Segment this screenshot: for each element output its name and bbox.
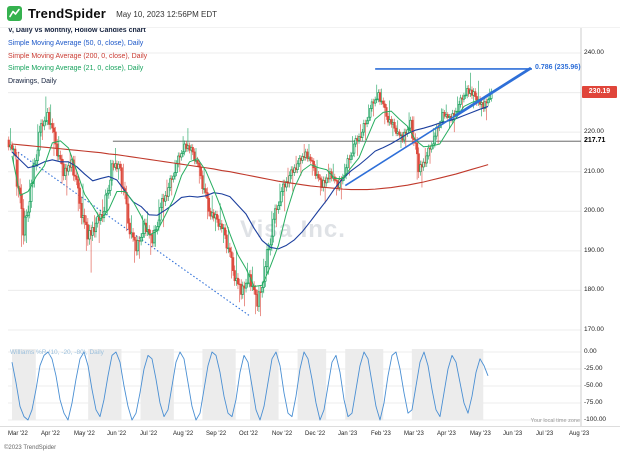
x-tick-label: Jan '23 xyxy=(338,431,358,437)
x-tick-label: May '23 xyxy=(470,431,491,437)
price-tick-label: 170.00 xyxy=(584,326,604,333)
price-tick-label: 240.00 xyxy=(584,49,604,56)
williams-tick-label: -100.00 xyxy=(584,416,607,423)
x-tick-label: Jun '23 xyxy=(503,431,523,437)
x-tick-label: Nov '22 xyxy=(272,431,293,437)
price-tick-label: 200.00 xyxy=(584,207,604,215)
last-price-badge: 230.19 xyxy=(582,85,617,98)
trendspider-logo-icon[interactable] xyxy=(7,6,22,21)
x-tick-label: Aug '22 xyxy=(173,431,194,437)
x-tick-label: Mar '23 xyxy=(404,431,424,437)
chart-timestamp: May 10, 2023 12:56PM EDT xyxy=(116,10,218,19)
chart-title[interactable]: V, Daily vs Monthly, Hollow Candles char… xyxy=(8,27,146,34)
williams-tick-label: -50.00 xyxy=(584,382,603,389)
x-tick-label: Feb '23 xyxy=(371,431,391,437)
x-tick-label: Jun '22 xyxy=(107,431,127,437)
price-tick-label: 210.00 xyxy=(584,167,604,175)
timezone-note: Your local time zone xyxy=(530,418,580,424)
x-tick-label: Jul '22 xyxy=(140,431,158,437)
x-tick-label: May '22 xyxy=(74,431,95,437)
brand-name[interactable]: TrendSpider xyxy=(28,6,107,21)
legend-sma200[interactable]: Simple Moving Average (200, 0, close), D… xyxy=(8,52,148,60)
level-price-label: 217.71 xyxy=(584,137,606,145)
price-tick-label: 190.00 xyxy=(584,246,604,254)
fib-level-label: 0.786 (235.96) xyxy=(535,64,581,72)
chart-legend: V, Daily vs Monthly, Hollow Candles char… xyxy=(8,27,147,90)
legend-sma21[interactable]: Simple Moving Average (21, 0, close), Da… xyxy=(8,65,144,72)
price-tick-label: 180.00 xyxy=(584,286,604,294)
williams-indicator-label[interactable]: Williams %R (10, -20, -80), Daily xyxy=(10,349,104,356)
x-tick-label: Jul '23 xyxy=(536,431,554,437)
x-tick-label: Apr '22 xyxy=(41,431,60,437)
williams-tick-label: -75.00 xyxy=(584,399,603,406)
price-tick-label: 220.00 xyxy=(584,128,604,136)
legend-drawings[interactable]: Drawings, Daily xyxy=(8,77,57,85)
copyright-note: ©2023 TrendSpider xyxy=(4,445,57,451)
watermark: Visa Inc. xyxy=(240,216,346,243)
x-tick-label: Oct '22 xyxy=(239,431,258,437)
williams-tick-label: 0.00 xyxy=(584,348,597,355)
top-bar: TrendSpider May 10, 2023 12:56PM EDT xyxy=(0,0,620,28)
x-tick-label: Dec '22 xyxy=(305,431,326,437)
williams-tick-label: -25.00 xyxy=(584,365,603,372)
x-tick-label: Apr '23 xyxy=(437,431,456,437)
x-tick-label: Sep '22 xyxy=(206,431,227,437)
x-tick-label: Mar '22 xyxy=(8,431,28,437)
legend-sma50[interactable]: Simple Moving Average (50, 0, close), Da… xyxy=(8,40,144,47)
x-tick-label: Aug '23 xyxy=(569,431,590,437)
